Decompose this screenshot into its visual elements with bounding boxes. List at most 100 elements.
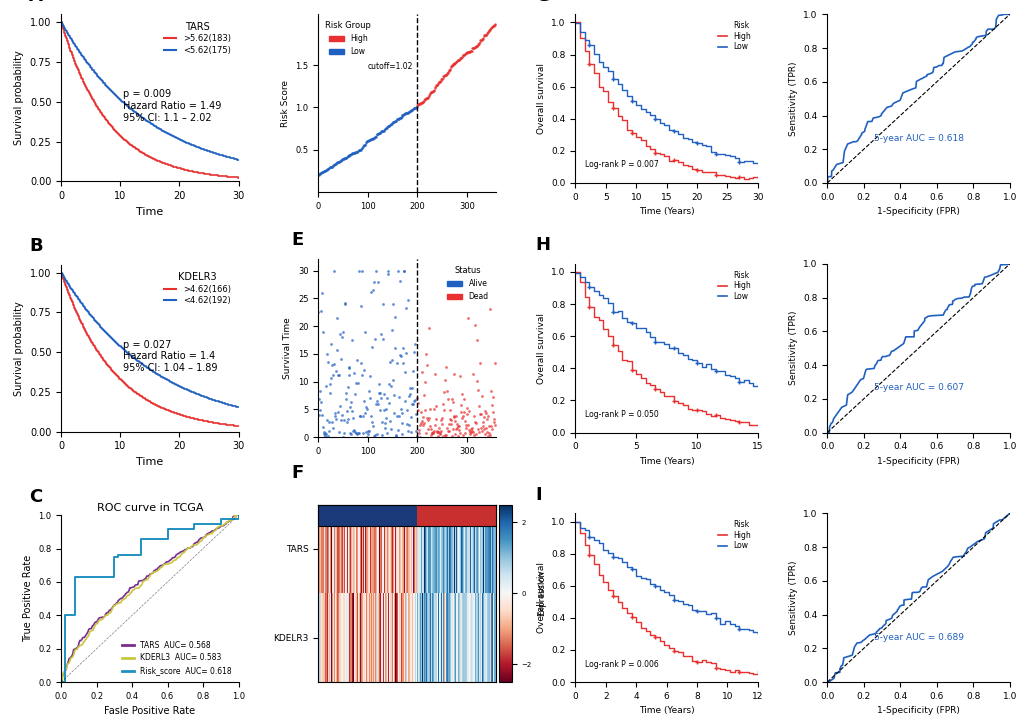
Point bbox=[346, 147, 363, 159]
Point bbox=[386, 312, 403, 323]
Point bbox=[370, 128, 386, 139]
Point bbox=[481, 427, 497, 439]
Point bbox=[383, 117, 399, 129]
Point bbox=[444, 423, 461, 434]
Point bbox=[329, 157, 345, 168]
Point bbox=[386, 116, 403, 127]
Point bbox=[467, 42, 483, 53]
Point bbox=[371, 127, 387, 139]
Point bbox=[382, 118, 398, 130]
Point bbox=[328, 413, 344, 424]
Point bbox=[474, 421, 490, 432]
Point bbox=[413, 98, 429, 109]
Point bbox=[353, 144, 369, 155]
Point bbox=[365, 431, 381, 442]
Point bbox=[390, 113, 407, 125]
Point bbox=[324, 423, 340, 434]
Point bbox=[451, 52, 468, 64]
Point bbox=[312, 386, 328, 397]
Point bbox=[477, 29, 493, 41]
Point bbox=[336, 152, 353, 164]
Point bbox=[390, 113, 407, 124]
Point bbox=[392, 111, 409, 123]
Point bbox=[369, 129, 385, 140]
Point bbox=[442, 419, 459, 430]
Point bbox=[351, 427, 367, 439]
Point bbox=[482, 23, 498, 34]
Point bbox=[410, 398, 426, 409]
Point bbox=[458, 47, 474, 59]
Point bbox=[452, 400, 469, 411]
Point bbox=[416, 404, 432, 416]
Point bbox=[436, 70, 452, 81]
Point bbox=[463, 424, 479, 435]
Point bbox=[342, 149, 359, 160]
Point bbox=[316, 165, 332, 177]
Y-axis label: Survival probability: Survival probability bbox=[14, 50, 24, 145]
Y-axis label: Overall survival: Overall survival bbox=[536, 313, 545, 383]
Text: cutoff=1.02: cutoff=1.02 bbox=[368, 62, 413, 71]
Point bbox=[406, 346, 422, 358]
Point bbox=[444, 58, 461, 70]
X-axis label: Time (Years): Time (Years) bbox=[638, 457, 694, 466]
Point bbox=[319, 348, 335, 360]
Point bbox=[417, 348, 433, 360]
Point bbox=[393, 408, 410, 419]
Point bbox=[356, 395, 372, 406]
Point bbox=[312, 404, 328, 416]
Point bbox=[415, 411, 431, 423]
Point bbox=[479, 410, 495, 421]
Point bbox=[421, 412, 437, 424]
Point bbox=[366, 429, 382, 441]
Point bbox=[345, 426, 362, 437]
Point bbox=[348, 355, 365, 366]
Point bbox=[459, 47, 475, 58]
Point bbox=[352, 411, 368, 422]
Point bbox=[315, 166, 331, 177]
Point bbox=[339, 382, 356, 393]
Point bbox=[404, 382, 420, 393]
Point bbox=[384, 299, 400, 310]
Point bbox=[380, 120, 396, 131]
Point bbox=[437, 429, 453, 441]
Point bbox=[446, 57, 463, 69]
Point bbox=[414, 97, 430, 108]
Point bbox=[457, 416, 473, 427]
Point bbox=[383, 324, 399, 335]
Point bbox=[316, 165, 332, 177]
Point bbox=[387, 429, 404, 441]
Point bbox=[393, 111, 410, 123]
Point bbox=[320, 163, 336, 174]
Point bbox=[315, 421, 331, 433]
Point bbox=[400, 106, 417, 118]
Point bbox=[458, 47, 474, 59]
Legend: Risk, High, Low: Risk, High, Low bbox=[714, 268, 753, 304]
Point bbox=[442, 414, 459, 426]
Point bbox=[346, 388, 363, 400]
Point bbox=[368, 265, 384, 276]
Point bbox=[433, 419, 449, 430]
Point bbox=[429, 78, 445, 90]
Point bbox=[443, 430, 460, 442]
Point bbox=[368, 428, 384, 439]
Point bbox=[455, 49, 472, 60]
Point bbox=[426, 84, 442, 95]
Point bbox=[387, 115, 404, 126]
Point bbox=[446, 57, 463, 69]
Point bbox=[428, 80, 444, 91]
Point bbox=[433, 73, 449, 85]
Point bbox=[363, 411, 379, 422]
Point bbox=[438, 386, 454, 397]
Point bbox=[350, 377, 366, 388]
Point bbox=[427, 414, 443, 425]
Point bbox=[480, 430, 496, 442]
Point bbox=[472, 34, 488, 45]
Point bbox=[470, 423, 486, 434]
Point bbox=[346, 368, 363, 379]
Point bbox=[389, 424, 406, 436]
X-axis label: Time (Years): Time (Years) bbox=[638, 707, 694, 715]
Point bbox=[328, 313, 344, 325]
Point bbox=[385, 407, 401, 419]
Text: p = 0.027
Hazard Ratio = 1.4
95% CI: 1.04 – 1.89: p = 0.027 Hazard Ratio = 1.4 95% CI: 1.0… bbox=[123, 340, 217, 373]
Point bbox=[409, 392, 425, 404]
